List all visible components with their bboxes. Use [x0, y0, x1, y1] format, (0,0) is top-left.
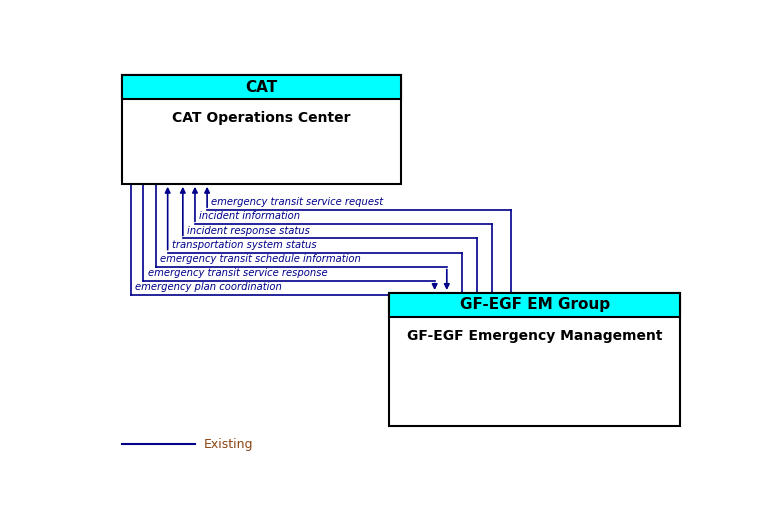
Bar	[389, 293, 680, 317]
Text: GF-EGF Emergency Management: GF-EGF Emergency Management	[407, 329, 662, 343]
Text: emergency transit service response: emergency transit service response	[148, 268, 327, 278]
Text: incident information: incident information	[199, 212, 301, 222]
Text: Existing: Existing	[204, 438, 254, 451]
Text: incident response status: incident response status	[187, 225, 310, 236]
Text: transportation system status: transportation system status	[172, 239, 316, 250]
Text: CAT: CAT	[246, 80, 278, 95]
Text: emergency transit schedule information: emergency transit schedule information	[160, 254, 361, 264]
Bar	[122, 75, 402, 99]
Text: CAT Operations Center: CAT Operations Center	[172, 111, 351, 125]
Text: GF-EGF EM Group: GF-EGF EM Group	[460, 298, 610, 312]
Text: emergency plan coordination: emergency plan coordination	[135, 282, 283, 292]
Bar	[122, 75, 402, 184]
Bar	[389, 293, 680, 426]
Text: emergency transit service request: emergency transit service request	[211, 198, 384, 208]
